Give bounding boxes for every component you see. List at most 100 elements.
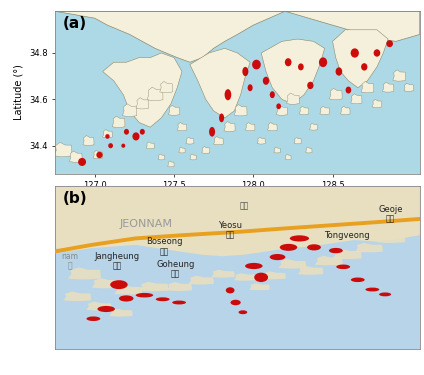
- Ellipse shape: [124, 129, 129, 135]
- Polygon shape: [372, 99, 382, 108]
- Ellipse shape: [248, 84, 253, 91]
- Polygon shape: [332, 249, 362, 259]
- Text: JEONNAM: JEONNAM: [120, 219, 173, 229]
- Ellipse shape: [226, 287, 234, 293]
- Ellipse shape: [156, 297, 170, 301]
- Text: 여수: 여수: [226, 231, 235, 240]
- Polygon shape: [166, 282, 192, 291]
- Polygon shape: [136, 98, 149, 109]
- Polygon shape: [261, 39, 325, 104]
- Polygon shape: [332, 30, 388, 88]
- Polygon shape: [54, 142, 72, 157]
- Polygon shape: [262, 272, 286, 279]
- Ellipse shape: [335, 68, 342, 76]
- Ellipse shape: [239, 310, 247, 314]
- Polygon shape: [109, 309, 132, 316]
- Text: Geoje: Geoje: [378, 205, 403, 214]
- Ellipse shape: [108, 143, 113, 148]
- Polygon shape: [340, 106, 350, 114]
- Ellipse shape: [276, 104, 281, 109]
- Polygon shape: [306, 147, 312, 153]
- Ellipse shape: [219, 114, 224, 122]
- Ellipse shape: [270, 254, 285, 260]
- Polygon shape: [68, 267, 101, 279]
- Polygon shape: [114, 285, 142, 294]
- Polygon shape: [214, 136, 223, 145]
- Polygon shape: [103, 129, 112, 138]
- Ellipse shape: [245, 263, 262, 269]
- Ellipse shape: [374, 49, 380, 57]
- Ellipse shape: [78, 158, 86, 166]
- Ellipse shape: [319, 57, 327, 67]
- Polygon shape: [83, 135, 94, 146]
- Polygon shape: [320, 106, 329, 114]
- Polygon shape: [278, 259, 306, 268]
- Polygon shape: [268, 123, 277, 131]
- Ellipse shape: [263, 77, 269, 85]
- Ellipse shape: [336, 264, 350, 269]
- Text: 광양: 광양: [240, 201, 249, 210]
- Ellipse shape: [132, 132, 139, 141]
- Text: nam: nam: [61, 252, 78, 261]
- Polygon shape: [294, 138, 301, 144]
- Polygon shape: [123, 104, 137, 117]
- Polygon shape: [147, 87, 163, 100]
- Ellipse shape: [329, 248, 343, 253]
- Polygon shape: [188, 276, 214, 285]
- Polygon shape: [190, 154, 196, 160]
- Text: 거제: 거제: [386, 214, 395, 223]
- Ellipse shape: [351, 278, 365, 282]
- Polygon shape: [285, 154, 291, 160]
- Ellipse shape: [119, 296, 134, 302]
- Polygon shape: [298, 266, 323, 275]
- Ellipse shape: [285, 58, 292, 66]
- Text: Tongveong: Tongveong: [324, 231, 370, 240]
- Polygon shape: [299, 106, 309, 114]
- Ellipse shape: [351, 48, 359, 58]
- Ellipse shape: [379, 292, 391, 296]
- Ellipse shape: [110, 280, 128, 289]
- Text: (b): (b): [62, 191, 87, 206]
- Polygon shape: [168, 105, 180, 115]
- Polygon shape: [249, 283, 270, 290]
- Ellipse shape: [86, 316, 100, 321]
- Polygon shape: [245, 123, 255, 131]
- Ellipse shape: [386, 40, 393, 47]
- Polygon shape: [93, 150, 103, 159]
- Polygon shape: [158, 154, 165, 160]
- Polygon shape: [202, 147, 210, 153]
- Text: Yeosu: Yeosu: [218, 221, 242, 230]
- Ellipse shape: [136, 293, 153, 297]
- Y-axis label: Latitude (°): Latitude (°): [13, 64, 23, 120]
- Ellipse shape: [307, 82, 313, 89]
- Polygon shape: [186, 137, 194, 144]
- Ellipse shape: [172, 300, 186, 304]
- Polygon shape: [376, 233, 405, 243]
- Ellipse shape: [121, 144, 125, 148]
- Polygon shape: [179, 147, 185, 153]
- Text: Jangheung: Jangheung: [95, 252, 139, 261]
- Ellipse shape: [270, 91, 275, 98]
- Text: Boseong: Boseong: [146, 237, 183, 246]
- Ellipse shape: [280, 244, 297, 251]
- Polygon shape: [355, 243, 382, 252]
- Polygon shape: [167, 161, 174, 167]
- Ellipse shape: [361, 63, 368, 70]
- Text: Goheung: Goheung: [156, 260, 195, 269]
- X-axis label: Longitude (°): Longitude (°): [205, 196, 270, 206]
- Polygon shape: [274, 147, 280, 153]
- Polygon shape: [70, 151, 82, 162]
- Polygon shape: [276, 105, 287, 115]
- Polygon shape: [146, 142, 154, 148]
- Polygon shape: [103, 53, 182, 127]
- Polygon shape: [177, 123, 187, 131]
- Polygon shape: [224, 122, 235, 132]
- Polygon shape: [55, 186, 420, 256]
- Ellipse shape: [96, 152, 103, 158]
- Text: 보성: 보성: [160, 247, 169, 256]
- Text: 남: 남: [67, 261, 72, 270]
- Polygon shape: [211, 270, 234, 278]
- Polygon shape: [310, 123, 318, 130]
- Ellipse shape: [290, 236, 309, 242]
- Polygon shape: [234, 105, 247, 116]
